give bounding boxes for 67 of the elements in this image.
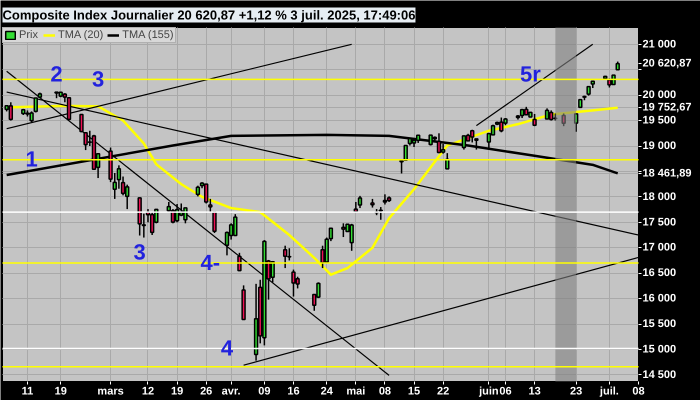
x-tick-label: 19 <box>170 386 184 398</box>
candlestick <box>574 112 578 133</box>
candlestick <box>150 211 154 236</box>
x-tick-label: 15 <box>408 386 420 398</box>
candlestick <box>561 112 566 127</box>
y-tick-label: 15 000 <box>642 343 676 356</box>
candlestick <box>341 222 346 238</box>
y-tick-label: 18 000 <box>642 190 676 203</box>
candlestick <box>532 113 537 127</box>
x-tick-label: 22 <box>437 386 450 398</box>
x-tick-label: 19 <box>54 386 67 398</box>
x-tick-label: 16 <box>287 386 300 398</box>
candlestick <box>349 223 354 252</box>
candlestick <box>440 143 446 154</box>
candlestick <box>183 206 188 224</box>
x-tick-label: 12 <box>142 386 154 398</box>
x-tick-label: mars <box>97 386 124 398</box>
x-tick-label: 23 <box>570 386 582 398</box>
x-tick-label: 13 <box>528 386 541 398</box>
candlestick <box>544 108 550 120</box>
annotation: 4 <box>220 335 234 360</box>
x-tick-label: juil. <box>598 386 619 398</box>
x-tick-label: 11 <box>22 386 34 398</box>
candlestick <box>79 113 84 134</box>
x-tick-label: mai <box>346 386 366 398</box>
x-tick-label: 06 <box>499 386 512 398</box>
candlestick <box>291 268 296 298</box>
candlestick <box>445 152 450 170</box>
y-tick-label: 17 000 <box>642 242 676 254</box>
candlestick <box>233 213 238 237</box>
legend-label: TMA (155) <box>122 29 174 41</box>
y-tick-label: 19 752,67 <box>642 102 692 114</box>
annotation: 3 <box>134 240 146 265</box>
candlestick <box>170 208 176 224</box>
candlestick <box>499 116 504 134</box>
y-tick-label: 14 500 <box>642 368 676 381</box>
y-tick-label: 18 461,89 <box>642 167 692 180</box>
x-tick-label: 08 <box>378 386 392 398</box>
x-tick-label: avr. <box>222 386 241 398</box>
y-tick-label: 16 500 <box>642 267 676 280</box>
text: 20 620,87 <box>642 58 692 70</box>
x-tick-label: 09 <box>258 386 271 398</box>
candlestick <box>382 194 388 206</box>
y-tick-label: 15 500 <box>642 318 676 330</box>
candlestick <box>66 96 72 121</box>
candlestick <box>237 252 242 272</box>
y-tick-label: 16 000 <box>642 292 676 305</box>
candlestick <box>196 184 200 198</box>
legend-label: Prix <box>19 29 39 41</box>
y-tick-label: 17 500 <box>642 216 676 228</box>
candlestick <box>586 86 591 96</box>
candlestick <box>470 128 474 144</box>
candlestick <box>83 132 88 151</box>
y-tick-label: 20 000 <box>642 89 676 102</box>
x-tick-label: juin <box>478 386 499 398</box>
x-tick-label: 26 <box>200 386 212 398</box>
y-tick-label: 19 500 <box>642 114 676 127</box>
candlestick <box>358 195 362 209</box>
x-tick-label: 24 <box>320 386 334 398</box>
x-tick-label: 08 <box>632 386 645 398</box>
chart-title: Composite Index Journalier 20 620,87 +1,12 % 3 juil. 2025, 17:49:06 <box>2 8 416 22</box>
candlestick <box>378 206 383 221</box>
y-tick-label: 19 000 <box>642 140 676 152</box>
candlestick <box>8 102 14 122</box>
y-tick-label: 21 000 <box>642 38 676 50</box>
legend-label: TMA (20) <box>58 29 104 41</box>
candlestick <box>282 244 288 269</box>
